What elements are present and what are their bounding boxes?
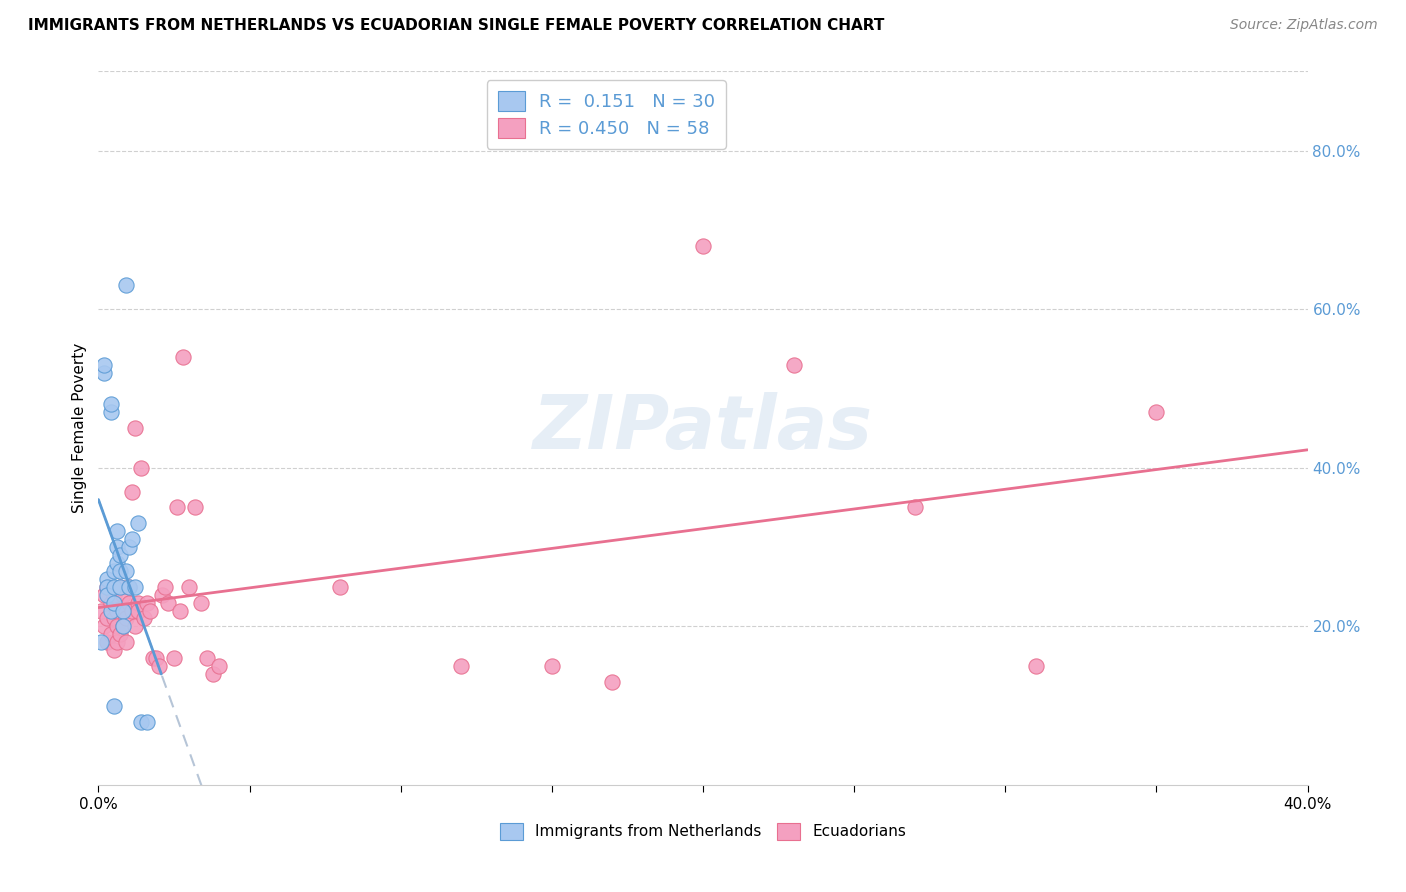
Point (150, 588, 173, 602)
Point (540, 659, 562, 673)
Text: ZIPatlas: ZIPatlas (533, 392, 873, 465)
Point (121, 603, 143, 617)
Point (96, 635, 118, 649)
Point (148, 659, 170, 673)
Point (195, 651, 218, 665)
Point (135, 596, 157, 610)
Point (111, 588, 134, 602)
Point (169, 603, 191, 617)
Point (118, 580, 141, 594)
Point (1144, 405, 1167, 419)
Point (118, 580, 141, 594)
Point (108, 564, 131, 578)
Point (111, 603, 134, 617)
Point (108, 580, 131, 594)
Point (100, 405, 122, 419)
Point (602, 674, 624, 689)
Point (127, 516, 149, 531)
Point (114, 564, 136, 578)
Point (100, 603, 122, 617)
Point (111, 603, 134, 617)
Point (127, 596, 149, 610)
Point (108, 627, 131, 641)
Point (179, 580, 201, 594)
Point (904, 500, 927, 515)
Point (100, 627, 122, 641)
Point (96, 588, 118, 602)
Point (184, 500, 207, 515)
Point (163, 651, 186, 665)
Point (129, 460, 152, 475)
Point (111, 619, 134, 633)
Point (329, 580, 352, 594)
Point (1024, 659, 1046, 673)
Point (127, 603, 149, 617)
Point (96, 611, 118, 625)
Point (124, 421, 146, 435)
Point (111, 619, 134, 633)
Point (100, 397, 122, 411)
Point (135, 714, 157, 729)
Point (103, 588, 125, 602)
Point (105, 603, 128, 617)
Point (103, 580, 125, 594)
Point (96, 572, 118, 586)
Point (124, 580, 146, 594)
Point (172, 350, 194, 364)
Point (156, 596, 179, 610)
Point (90, 603, 112, 617)
Point (114, 278, 136, 293)
Point (100, 596, 122, 610)
Point (202, 667, 225, 681)
Point (105, 619, 128, 633)
Point (208, 659, 231, 673)
Point (190, 596, 212, 610)
Point (93, 588, 115, 602)
Point (105, 635, 128, 649)
Point (166, 500, 188, 515)
Point (145, 651, 167, 665)
Point (105, 556, 128, 570)
Point (108, 580, 131, 594)
Point (103, 596, 125, 610)
Point (93, 358, 115, 372)
Text: IMMIGRANTS FROM NETHERLANDS VS ECUADORIAN SINGLE FEMALE POVERTY CORRELATION CHAR: IMMIGRANTS FROM NETHERLANDS VS ECUADORIA… (28, 18, 884, 33)
Point (121, 484, 143, 499)
Point (114, 611, 136, 625)
Point (103, 643, 125, 657)
Point (93, 366, 115, 380)
Point (103, 611, 125, 625)
Point (129, 714, 152, 729)
Point (450, 659, 472, 673)
Point (153, 580, 176, 594)
Point (96, 580, 118, 594)
Point (139, 603, 162, 617)
Point (118, 540, 141, 554)
Point (90, 635, 112, 649)
Point (103, 564, 125, 578)
Point (93, 619, 115, 633)
Point (142, 651, 165, 665)
Point (114, 635, 136, 649)
Y-axis label: Single Female Poverty: Single Female Poverty (72, 343, 87, 513)
Point (783, 358, 806, 372)
Legend: Immigrants from Netherlands, Ecuadorians: Immigrants from Netherlands, Ecuadorians (491, 814, 915, 848)
Point (121, 532, 143, 546)
Point (118, 596, 141, 610)
Point (108, 548, 131, 562)
Point (132, 611, 155, 625)
Point (124, 619, 146, 633)
Point (105, 540, 128, 554)
Point (105, 524, 128, 539)
Point (692, 239, 714, 253)
Point (96, 580, 118, 594)
Point (103, 698, 125, 713)
Text: Source: ZipAtlas.com: Source: ZipAtlas.com (1230, 18, 1378, 32)
